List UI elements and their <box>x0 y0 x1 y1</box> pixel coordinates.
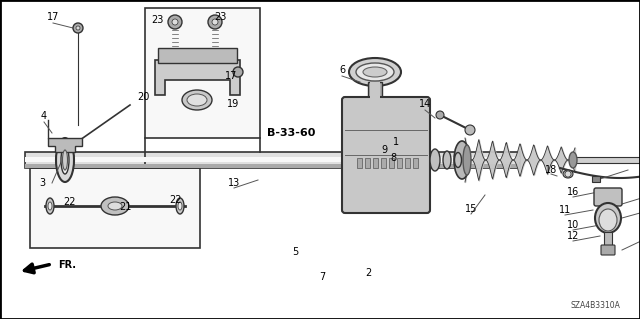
Bar <box>365 158 370 168</box>
Bar <box>158 48 237 63</box>
Ellipse shape <box>349 58 401 86</box>
Bar <box>30 168 200 248</box>
Bar <box>25 152 520 168</box>
Bar <box>397 158 402 168</box>
Polygon shape <box>48 138 82 152</box>
Text: 12: 12 <box>567 231 579 241</box>
Text: 2: 2 <box>365 268 371 278</box>
Text: 11: 11 <box>559 205 571 215</box>
Ellipse shape <box>176 198 184 214</box>
Circle shape <box>168 15 182 29</box>
Bar <box>25 157 520 162</box>
Bar <box>604 232 612 247</box>
Text: 7: 7 <box>319 272 325 282</box>
Circle shape <box>565 171 571 177</box>
Ellipse shape <box>454 141 470 179</box>
Bar <box>368 82 382 137</box>
Bar <box>575 157 640 163</box>
Circle shape <box>73 23 83 33</box>
Bar <box>370 82 380 127</box>
Bar <box>405 158 410 168</box>
Text: 1: 1 <box>393 137 399 147</box>
Text: 21: 21 <box>119 202 131 212</box>
Text: SZA4B3310A: SZA4B3310A <box>570 301 620 310</box>
Text: 8: 8 <box>390 153 396 163</box>
Ellipse shape <box>178 202 182 210</box>
Ellipse shape <box>563 170 573 178</box>
Ellipse shape <box>101 197 129 215</box>
Ellipse shape <box>46 198 54 214</box>
Ellipse shape <box>48 202 52 210</box>
Ellipse shape <box>56 138 74 182</box>
Ellipse shape <box>443 151 451 169</box>
Text: 16: 16 <box>567 187 579 197</box>
Bar <box>357 158 362 168</box>
Ellipse shape <box>463 145 471 175</box>
Circle shape <box>76 26 80 30</box>
Ellipse shape <box>569 152 577 168</box>
Text: 3: 3 <box>39 178 45 188</box>
Ellipse shape <box>108 202 122 210</box>
Text: 22: 22 <box>63 197 76 207</box>
Ellipse shape <box>363 67 387 77</box>
Bar <box>592 176 600 182</box>
Ellipse shape <box>454 152 461 167</box>
Text: 17: 17 <box>225 71 237 81</box>
Text: 10: 10 <box>567 220 579 230</box>
Ellipse shape <box>187 94 207 106</box>
Bar <box>413 158 418 168</box>
Ellipse shape <box>595 203 621 233</box>
FancyBboxPatch shape <box>601 245 615 255</box>
Bar <box>389 158 394 168</box>
Text: 14: 14 <box>419 99 431 109</box>
FancyBboxPatch shape <box>594 188 622 206</box>
Text: 5: 5 <box>292 247 298 257</box>
Text: 6: 6 <box>339 65 345 75</box>
Circle shape <box>208 15 222 29</box>
Text: 4: 4 <box>41 111 47 121</box>
Ellipse shape <box>430 149 440 171</box>
Ellipse shape <box>182 90 212 110</box>
Bar <box>145 8 260 138</box>
FancyBboxPatch shape <box>342 97 430 213</box>
Text: 20: 20 <box>137 92 149 102</box>
Circle shape <box>212 19 218 25</box>
Text: FR.: FR. <box>58 260 76 270</box>
Text: 23: 23 <box>151 15 163 25</box>
Text: 17: 17 <box>47 12 59 22</box>
Text: 9: 9 <box>381 145 387 155</box>
Polygon shape <box>155 60 240 95</box>
Text: 18: 18 <box>545 165 557 175</box>
Circle shape <box>233 67 243 77</box>
Text: 15: 15 <box>465 204 477 214</box>
Text: B-33-60: B-33-60 <box>267 128 315 138</box>
Bar <box>381 158 386 168</box>
Ellipse shape <box>356 63 394 81</box>
Circle shape <box>436 111 444 119</box>
Ellipse shape <box>599 209 617 231</box>
Ellipse shape <box>61 146 69 174</box>
Text: 22: 22 <box>169 195 181 205</box>
Text: 13: 13 <box>228 178 240 188</box>
Bar <box>373 158 378 168</box>
Circle shape <box>465 125 475 135</box>
Bar <box>25 164 520 168</box>
Circle shape <box>172 19 178 25</box>
Ellipse shape <box>63 150 67 170</box>
Text: 23: 23 <box>214 12 226 22</box>
Text: 19: 19 <box>227 99 239 109</box>
